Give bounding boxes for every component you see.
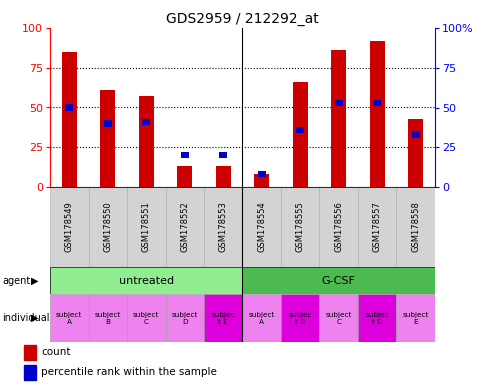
Bar bbox=[408, 119, 422, 187]
Text: GSM178551: GSM178551 bbox=[141, 202, 151, 252]
Bar bbox=[292, 82, 307, 187]
FancyBboxPatch shape bbox=[127, 294, 165, 342]
Text: GSM178554: GSM178554 bbox=[257, 202, 266, 252]
Text: G-CSF: G-CSF bbox=[321, 275, 355, 285]
FancyBboxPatch shape bbox=[242, 267, 434, 294]
Text: GSM178550: GSM178550 bbox=[103, 202, 112, 252]
FancyBboxPatch shape bbox=[204, 187, 242, 267]
Text: subject
C: subject C bbox=[133, 311, 159, 324]
Bar bbox=[331, 50, 346, 187]
FancyBboxPatch shape bbox=[50, 187, 88, 267]
Bar bbox=[24, 345, 36, 360]
Text: subjec
t D: subjec t D bbox=[365, 311, 388, 324]
FancyBboxPatch shape bbox=[127, 187, 165, 267]
Bar bbox=[219, 152, 227, 158]
FancyBboxPatch shape bbox=[357, 187, 396, 267]
FancyBboxPatch shape bbox=[165, 187, 204, 267]
Bar bbox=[215, 166, 230, 187]
FancyBboxPatch shape bbox=[319, 294, 357, 342]
Text: GSM178549: GSM178549 bbox=[65, 202, 74, 252]
Text: GSM178555: GSM178555 bbox=[295, 202, 304, 252]
Text: subject
D: subject D bbox=[171, 311, 197, 324]
Text: subjec
t B: subjec t B bbox=[288, 311, 311, 324]
FancyBboxPatch shape bbox=[242, 294, 280, 342]
Text: ▶: ▶ bbox=[30, 275, 38, 285]
Text: untreated: untreated bbox=[119, 275, 173, 285]
FancyBboxPatch shape bbox=[357, 294, 396, 342]
FancyBboxPatch shape bbox=[165, 294, 204, 342]
Text: ▶: ▶ bbox=[30, 313, 38, 323]
FancyBboxPatch shape bbox=[280, 187, 319, 267]
Bar bbox=[65, 104, 73, 111]
Bar bbox=[100, 90, 115, 187]
Text: GSM178552: GSM178552 bbox=[180, 202, 189, 252]
Text: subject
B: subject B bbox=[94, 311, 121, 324]
FancyBboxPatch shape bbox=[204, 294, 242, 342]
Bar bbox=[257, 171, 265, 177]
Bar bbox=[104, 120, 111, 127]
Bar bbox=[24, 365, 36, 380]
Bar bbox=[369, 41, 384, 187]
Bar bbox=[62, 52, 76, 187]
Bar bbox=[138, 96, 153, 187]
Text: count: count bbox=[41, 348, 71, 358]
Text: GSM178558: GSM178558 bbox=[410, 202, 419, 252]
FancyBboxPatch shape bbox=[88, 294, 127, 342]
FancyBboxPatch shape bbox=[50, 267, 242, 294]
Text: subject
A: subject A bbox=[248, 311, 274, 324]
FancyBboxPatch shape bbox=[242, 187, 280, 267]
Bar bbox=[254, 174, 269, 187]
Bar bbox=[411, 131, 419, 138]
Text: individual: individual bbox=[2, 313, 50, 323]
FancyBboxPatch shape bbox=[280, 294, 319, 342]
FancyBboxPatch shape bbox=[50, 294, 88, 342]
Text: subject
A: subject A bbox=[56, 311, 82, 324]
Bar bbox=[334, 99, 342, 106]
Text: subjec
t E: subjec t E bbox=[211, 311, 235, 324]
Text: GSM178557: GSM178557 bbox=[372, 202, 381, 252]
Bar bbox=[296, 127, 303, 133]
Text: subject
E: subject E bbox=[402, 311, 428, 324]
Bar bbox=[177, 166, 192, 187]
Bar bbox=[373, 99, 380, 106]
Text: subject
C: subject C bbox=[325, 311, 351, 324]
Text: percentile rank within the sample: percentile rank within the sample bbox=[41, 367, 217, 377]
Text: GSM178556: GSM178556 bbox=[333, 202, 343, 252]
Bar bbox=[181, 152, 188, 158]
Title: GDS2959 / 212292_at: GDS2959 / 212292_at bbox=[166, 12, 318, 26]
Text: GSM178553: GSM178553 bbox=[218, 202, 227, 252]
FancyBboxPatch shape bbox=[319, 187, 357, 267]
Text: agent: agent bbox=[2, 275, 30, 285]
FancyBboxPatch shape bbox=[396, 187, 434, 267]
FancyBboxPatch shape bbox=[88, 187, 127, 267]
FancyBboxPatch shape bbox=[396, 294, 434, 342]
Bar bbox=[142, 119, 150, 125]
